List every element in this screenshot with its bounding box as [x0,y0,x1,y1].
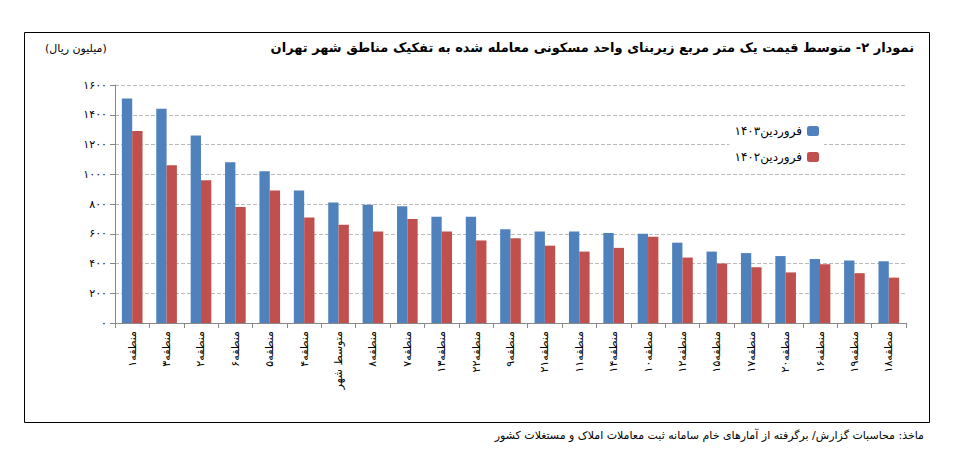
svg-text:منطقه۱۱: منطقه۱۱ [573,331,586,373]
svg-text:منطقه۴: منطقه۴ [298,331,311,367]
svg-text:فروردین۱۴۰۲: فروردین۱۴۰۲ [734,150,802,165]
svg-text:منطقه۱۲: منطقه۱۲ [676,331,689,373]
svg-text:منطقه۱۹: منطقه۱۹ [848,331,861,373]
svg-text:منطقه۸: منطقه۸ [366,331,379,367]
svg-text:۸۰۰: ۸۰۰ [89,198,107,211]
svg-text:۴۰۰: ۴۰۰ [89,257,107,270]
svg-text:۰: ۰ [101,317,107,330]
svg-text:(میلیون ریال): (میلیون ریال) [45,42,107,55]
svg-text:منطقه۶: منطقه۶ [229,331,242,367]
svg-text:منطقه۲۱: منطقه۲۱ [538,331,551,373]
svg-text:منطقه۵: منطقه۵ [263,331,276,367]
svg-text:نمودار ۲- متوسط قیمت یک متر مر: نمودار ۲- متوسط قیمت یک متر مربع زیربنای… [271,40,914,55]
svg-text:منطقه۱۷: منطقه۱۷ [745,331,758,373]
svg-text:منطقه۱۳: منطقه۱۳ [435,331,448,373]
svg-text:۶۰۰: ۶۰۰ [89,227,107,240]
svg-text:۱۰۰۰: ۱۰۰۰ [83,168,107,181]
svg-text:منطقه۱۸: منطقه۱۸ [882,331,895,373]
svg-text:۲۰۰: ۲۰۰ [89,287,107,300]
svg-text:منطقه۹: منطقه۹ [504,331,517,367]
svg-text:منطقه۱۵: منطقه۱۵ [710,331,723,373]
svg-text:منطقه۱۶: منطقه۱۶ [814,331,827,373]
svg-text:متوسط شهر: متوسط شهر [332,331,345,391]
svg-text:منطقه۲: منطقه۲ [194,331,207,367]
svg-text:منطقه۲۰: منطقه۲۰ [779,331,792,373]
svg-text:منطقه۲۲: منطقه۲۲ [470,331,483,373]
svg-text:فروردین۱۴۰۳: فروردین۱۴۰۳ [734,124,802,139]
svg-text:منطقه۱۰: منطقه۱۰ [642,331,655,373]
svg-text:منطقه۳: منطقه۳ [160,331,173,367]
svg-text:منطقه۱: منطقه۱ [126,331,139,367]
svg-text:منطقه۱۴: منطقه۱۴ [607,331,620,373]
svg-text:منطقه۷: منطقه۷ [401,331,414,367]
svg-text:۱۲۰۰: ۱۲۰۰ [83,138,107,151]
svg-text:۱۴۰۰: ۱۴۰۰ [83,108,107,121]
svg-text:ماخذ: محاسبات گزارش/ برگرفته ا: ماخذ: محاسبات گزارش/ برگرفته از آمارهای … [494,428,924,442]
svg-text:۱۶۰۰: ۱۶۰۰ [83,79,107,92]
